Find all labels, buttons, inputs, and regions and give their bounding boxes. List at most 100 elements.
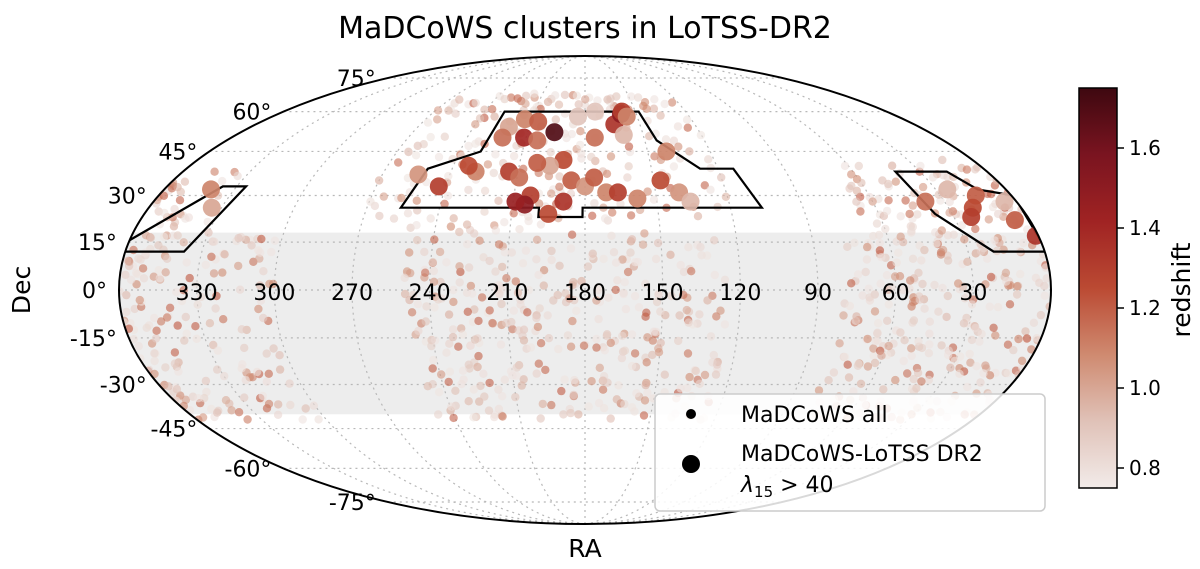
cluster-point-all xyxy=(682,305,691,315)
cluster-point-all xyxy=(314,415,323,424)
cluster-point-all xyxy=(633,257,642,267)
cluster-point-all xyxy=(259,267,268,276)
cluster-point-all xyxy=(256,296,266,305)
cluster-point-all xyxy=(1005,300,1015,309)
cluster-point-all xyxy=(906,276,915,285)
cluster-point-all xyxy=(683,383,692,393)
cluster-point-all xyxy=(979,369,988,378)
cluster-point-all xyxy=(898,285,908,295)
cluster-point-all xyxy=(470,335,480,344)
cluster-point-lotss xyxy=(916,192,935,211)
cluster-point-all xyxy=(403,209,413,218)
cluster-point-all xyxy=(595,363,604,372)
cluster-point-all xyxy=(937,341,946,350)
cluster-point-all xyxy=(857,178,866,188)
cluster-point-all xyxy=(471,98,480,108)
cluster-point-all xyxy=(507,317,516,327)
cluster-point-all xyxy=(1021,327,1030,336)
cluster-point-all xyxy=(512,371,521,380)
cluster-point-all xyxy=(648,350,657,360)
cluster-point-all xyxy=(879,385,888,394)
cluster-point-all xyxy=(165,303,175,312)
ra-tick-label: 60 xyxy=(882,281,910,306)
cluster-point-all xyxy=(852,312,861,321)
cluster-point-all xyxy=(557,386,566,396)
cluster-point-all xyxy=(209,269,219,278)
cluster-point-all xyxy=(917,377,926,386)
cluster-point-all xyxy=(654,348,664,357)
cluster-point-all xyxy=(623,173,632,182)
cluster-point-lotss xyxy=(938,180,957,199)
cluster-point-all xyxy=(667,291,676,301)
cluster-point-all xyxy=(966,358,975,367)
cluster-point-all xyxy=(555,182,564,191)
background-points xyxy=(119,89,1051,424)
cluster-point-all xyxy=(710,236,719,245)
cluster-point-lotss xyxy=(614,125,633,144)
cluster-point-all xyxy=(497,299,506,309)
footprint-outline xyxy=(398,110,765,219)
cluster-point-all xyxy=(423,382,432,391)
cluster-point-all xyxy=(874,230,884,240)
cluster-point-all xyxy=(434,152,444,162)
cluster-point-all xyxy=(875,238,884,248)
cluster-point-lotss xyxy=(493,128,512,147)
cluster-point-all xyxy=(173,321,182,330)
cluster-point-all xyxy=(1016,269,1025,279)
cluster-point-all xyxy=(976,247,986,256)
cluster-point-all xyxy=(592,296,601,305)
cluster-point-all xyxy=(412,196,421,205)
cluster-point-all xyxy=(435,247,445,257)
cluster-point-lotss xyxy=(545,123,564,142)
cluster-point-lotss xyxy=(539,204,558,223)
cluster-point-all xyxy=(464,141,473,151)
cluster-point-lotss xyxy=(202,180,220,199)
cluster-point-all xyxy=(881,224,890,234)
cluster-point-all xyxy=(1032,334,1042,343)
cluster-point-all xyxy=(184,213,193,222)
cluster-point-all xyxy=(479,369,488,378)
cluster-point-all xyxy=(930,280,939,290)
cluster-point-all xyxy=(652,297,662,307)
cluster-point-all xyxy=(604,293,613,302)
cluster-point-all xyxy=(445,367,455,376)
cluster-point-all xyxy=(517,381,526,390)
cluster-point-all xyxy=(554,100,564,109)
cluster-point-all xyxy=(182,258,191,267)
ra-tick-label: 270 xyxy=(331,281,373,306)
cluster-point-all xyxy=(301,404,310,413)
cluster-point-all xyxy=(257,234,266,244)
y-axis-label: Dec xyxy=(7,266,36,314)
cluster-point-all xyxy=(240,343,249,353)
cluster-point-all xyxy=(924,349,934,358)
cluster-point-all xyxy=(420,247,429,257)
cluster-point-all xyxy=(920,304,929,313)
colorbar-tick-label: 1.0 xyxy=(1129,376,1161,400)
cluster-point-all xyxy=(1027,345,1036,354)
cluster-point-all xyxy=(469,385,478,394)
cluster-point-all xyxy=(129,335,138,344)
cluster-point-all xyxy=(428,364,437,373)
cluster-point-all xyxy=(175,196,185,205)
cluster-point-all xyxy=(519,336,529,345)
cluster-point-all xyxy=(884,196,893,205)
cluster-point-all xyxy=(154,266,163,275)
cluster-point-all xyxy=(170,204,179,214)
cluster-point-lotss xyxy=(628,189,647,208)
cluster-point-all xyxy=(896,232,905,241)
cluster-point-all xyxy=(220,250,229,259)
cluster-point-all xyxy=(161,268,170,277)
colorbar-tick-label: 0.8 xyxy=(1129,456,1161,480)
cluster-point-all xyxy=(258,391,267,401)
cluster-point-all xyxy=(673,122,683,131)
cluster-point-all xyxy=(896,328,905,337)
cluster-point-all xyxy=(129,245,138,255)
cluster-point-all xyxy=(905,284,914,293)
cluster-point-all xyxy=(507,248,516,257)
cluster-point-all xyxy=(679,267,689,277)
cluster-point-all xyxy=(562,133,571,143)
cluster-point-all xyxy=(943,256,953,265)
cluster-point-all xyxy=(986,272,996,282)
cluster-point-all xyxy=(235,285,245,294)
cluster-point-lotss xyxy=(429,177,448,196)
